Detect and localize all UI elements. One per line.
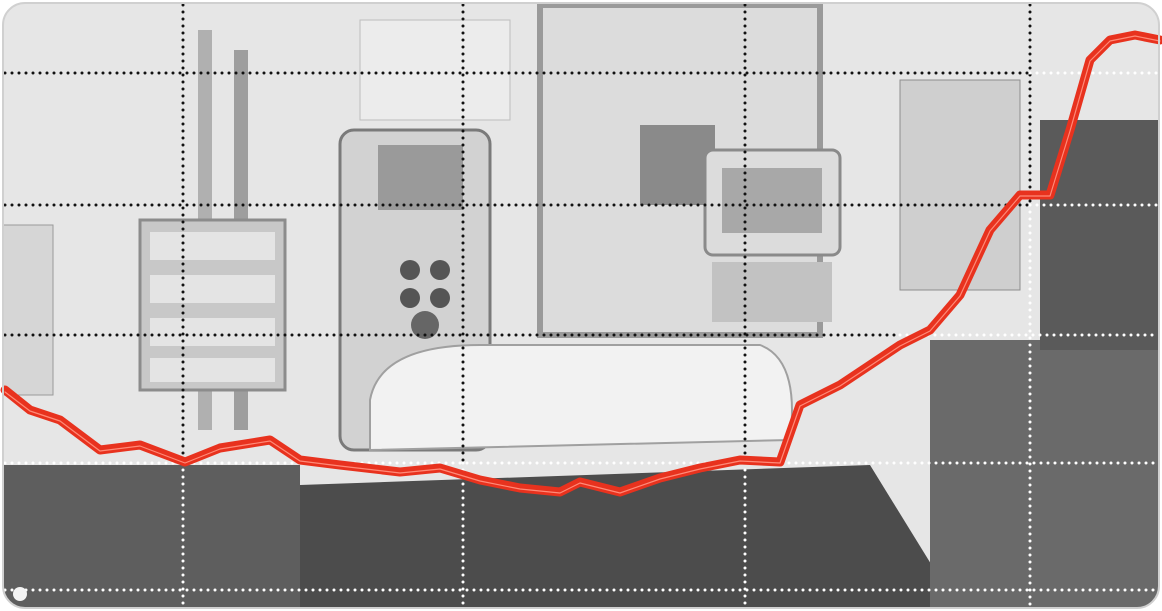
- wall-panel: [359, 19, 511, 121]
- knob: [400, 260, 420, 280]
- monitor-screen: [722, 168, 822, 233]
- knob: [400, 288, 420, 308]
- pump: [150, 358, 275, 382]
- shelf: [899, 79, 1021, 291]
- bed: [300, 465, 960, 608]
- window: [640, 125, 715, 205]
- equipment-right: [930, 340, 1159, 608]
- red-line-highlight: [4, 35, 1161, 494]
- grid: [3, 3, 1160, 610]
- cabinet: [3, 224, 54, 396]
- monitor-base: [712, 262, 832, 322]
- pump: [150, 318, 275, 346]
- pump: [150, 232, 275, 260]
- knob: [411, 311, 439, 339]
- foreground-dark: [3, 465, 300, 608]
- ventilator-screen: [378, 145, 463, 210]
- pillow: [369, 344, 793, 452]
- corner-dot: [13, 587, 27, 601]
- knob: [430, 260, 450, 280]
- pump: [150, 275, 275, 303]
- knob: [430, 288, 450, 308]
- red-line: [0, 30, 1162, 497]
- trace: [0, 30, 1162, 497]
